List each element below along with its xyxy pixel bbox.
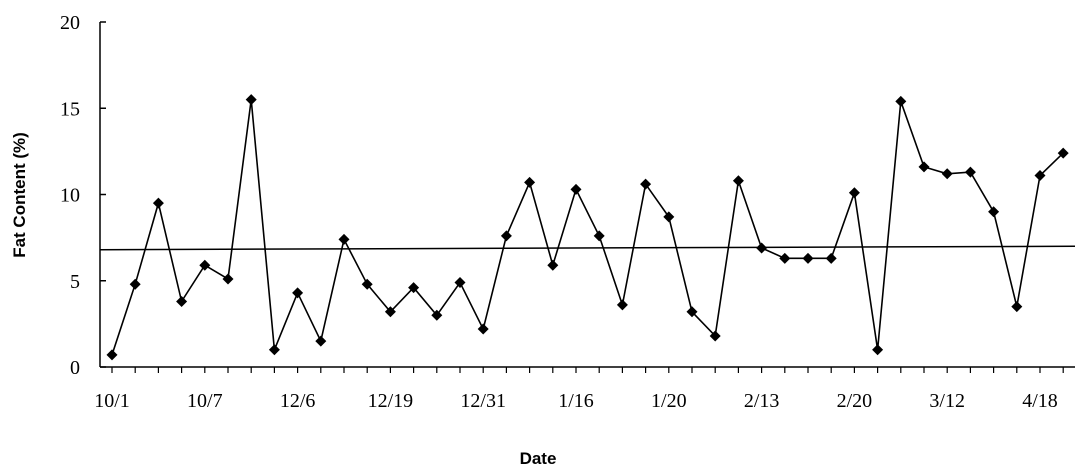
data-point-marker [408, 282, 420, 294]
data-point-marker [547, 259, 559, 271]
data-point-marker [524, 176, 536, 188]
data-point-marker [848, 187, 860, 199]
y-tick-label: 10 [60, 185, 80, 207]
data-point-marker [106, 349, 118, 361]
x-tick-label: 3/12 [929, 390, 965, 412]
data-point-marker [779, 252, 791, 264]
data-point-marker [454, 276, 466, 288]
y-tick-label: 0 [70, 357, 80, 379]
data-point-marker [570, 183, 582, 195]
reference-line [99, 245, 1076, 251]
data-point-marker [245, 94, 257, 106]
data-points [106, 94, 1069, 361]
x-tick-label: 4/18 [1022, 390, 1058, 412]
data-point-marker [292, 287, 304, 299]
data-point-marker [222, 273, 234, 285]
data-point-marker [941, 168, 953, 180]
data-point-marker [199, 259, 211, 271]
data-point-marker [176, 295, 188, 307]
data-point-marker [129, 278, 141, 290]
x-tick-label: 12/31 [460, 390, 506, 412]
x-ticks: 10/1 10/7 12/6 12/19 12/31 1/16 1/20 2/13 2/20 3/… [94, 367, 1064, 412]
data-point-marker [825, 252, 837, 264]
data-point-marker [1011, 301, 1023, 313]
y-tick-label: 20 [60, 12, 80, 34]
data-point-marker [756, 242, 768, 254]
data-point-marker [872, 344, 884, 356]
data-point-marker [593, 230, 605, 242]
x-tick-label: 1/16 [558, 390, 594, 412]
data-point-marker [663, 211, 675, 223]
x-tick-label: 12/6 [280, 390, 316, 412]
data-point-marker [918, 161, 930, 173]
data-point-marker [709, 330, 721, 342]
data-point-marker [640, 178, 652, 190]
data-point-marker [616, 299, 628, 311]
series-line [111, 99, 1064, 356]
axes [99, 22, 1075, 368]
x-tick-label: 1/20 [651, 390, 687, 412]
y-tick-label: 5 [70, 271, 80, 293]
data-point-marker [268, 344, 280, 356]
data-point-marker [686, 306, 698, 318]
data-point-marker [895, 95, 907, 107]
y-tick-label: 15 [60, 98, 80, 120]
x-tick-label: 2/13 [744, 390, 780, 412]
x-tick-label: 12/19 [368, 390, 414, 412]
data-point-marker [732, 175, 744, 187]
data-point-marker [361, 278, 373, 290]
data-point-marker [1034, 170, 1046, 182]
data-point-marker [1057, 147, 1069, 159]
y-axis-title: Fat Content (%) [10, 132, 29, 258]
data-point-marker [964, 166, 976, 178]
x-axis-title: Date [520, 449, 557, 468]
x-tick-label: 10/1 [94, 390, 130, 412]
x-tick-label: 10/7 [187, 390, 223, 412]
data-point-marker [500, 230, 512, 242]
data-point-marker [802, 252, 814, 264]
y-ticks: 0 5 10 15 20 [60, 12, 106, 379]
data-point-marker [988, 206, 1000, 218]
data-point-marker [152, 197, 164, 209]
data-point-marker [315, 335, 327, 347]
data-point-marker [338, 233, 350, 245]
data-point-marker [384, 306, 396, 318]
data-point-marker [431, 309, 443, 321]
data-point-marker [477, 323, 489, 335]
x-tick-label: 2/20 [837, 390, 873, 412]
